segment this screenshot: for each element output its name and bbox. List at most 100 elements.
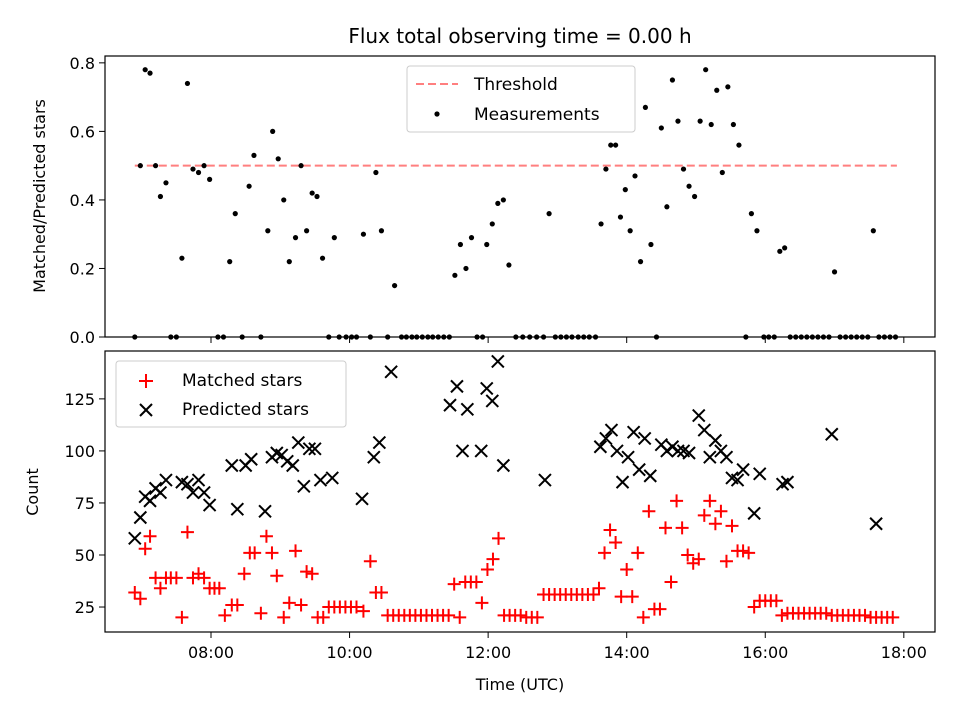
predicted-star-point — [244, 452, 258, 466]
measurement-point — [669, 77, 676, 83]
matched-star-point — [603, 523, 617, 537]
predicted-star-point — [692, 408, 706, 423]
matched-star-point — [270, 569, 284, 583]
predicted-star-point — [697, 423, 711, 437]
matched-star-point — [586, 588, 600, 602]
bottom-x-ticks: 08:00 10:00 12:00 14:00 16:00 18:00 — [188, 632, 927, 662]
bottom-x-tick-label: 10:00 — [327, 643, 373, 662]
measurement-point — [748, 211, 755, 217]
matched-star-point — [636, 610, 650, 624]
predicted-star-point — [367, 450, 381, 464]
measurement-point — [163, 180, 169, 186]
predicted-star-point — [230, 502, 245, 516]
measurement-point — [782, 245, 788, 251]
matched-star-point — [625, 590, 639, 604]
matched-star-point — [175, 610, 189, 624]
measurement-point — [251, 152, 257, 158]
measurement-point — [147, 70, 153, 76]
measurement-point — [457, 241, 464, 248]
measurement-point — [632, 173, 638, 179]
bottom-x-tick-label: 12:00 — [465, 643, 511, 662]
matched-star-point — [453, 610, 467, 624]
measurement-point — [658, 125, 664, 131]
predicted-star-point — [133, 510, 148, 525]
matched-star-point — [736, 544, 750, 558]
matched-star-point — [681, 548, 695, 562]
matched-star-point — [697, 508, 711, 522]
predicted-star-point — [153, 485, 168, 500]
matched-star-point — [719, 554, 733, 568]
matched-star-point — [514, 608, 528, 622]
matched-star-point — [714, 504, 728, 518]
top-y-tick-label: 0.0 — [70, 328, 95, 347]
matched-star-point — [237, 567, 251, 581]
measurement-point — [265, 228, 271, 234]
predicted-star-point — [671, 444, 685, 458]
predicted-star-point — [736, 462, 750, 477]
matched-star-point — [530, 610, 544, 624]
legend-matched-swatch — [139, 374, 153, 388]
measurement-point — [195, 169, 202, 176]
measurement-point — [298, 163, 304, 169]
measurement-point — [546, 211, 552, 217]
matched-star-point — [197, 571, 211, 585]
matched-star-point — [598, 546, 612, 560]
measurement-point — [730, 121, 736, 128]
predicted-star-point — [480, 381, 494, 396]
measurement-point — [617, 214, 624, 220]
matched-star-point — [374, 585, 388, 599]
top-y-tick-label: 0.6 — [70, 122, 95, 141]
measurement-point — [642, 104, 649, 111]
legend-measurements-label: Measurements — [474, 105, 600, 125]
top-y-tick-label: 0.2 — [70, 259, 95, 278]
predicted-star-point — [186, 485, 200, 500]
bottom-y-axis-label: Count — [23, 468, 42, 516]
matched-star-point — [775, 608, 789, 622]
predicted-star-point — [621, 450, 635, 464]
bottom-y-tick-label: 25 — [75, 598, 95, 617]
measurement-point — [373, 169, 379, 176]
measurement-point — [714, 87, 720, 93]
matched-star-point — [133, 592, 147, 606]
matched-star-point — [614, 590, 628, 604]
measurement-point — [697, 118, 703, 124]
measurement-point — [484, 241, 490, 248]
matched-star-point — [670, 494, 684, 508]
bottom-y-tick-label: 50 — [75, 546, 95, 565]
matched-star-point — [218, 608, 232, 622]
matched-star-point — [620, 563, 634, 577]
top-legend-box — [406, 65, 636, 133]
top-y-ticks: 0.0 0.2 0.4 0.6 0.8 — [70, 54, 105, 347]
predicted-star-point — [593, 440, 608, 454]
bottom-axes-frame — [104, 350, 936, 633]
measurement-point — [725, 84, 731, 90]
predicted-star-point — [128, 531, 142, 546]
matched-star-point — [675, 521, 689, 535]
measurement-point — [270, 128, 276, 134]
measurement-point — [207, 176, 213, 182]
matched-star-point — [708, 517, 722, 531]
matched-star-point — [819, 606, 833, 620]
predicted-star-point — [302, 442, 317, 456]
measurement-point — [157, 193, 164, 200]
matched-star-point — [316, 610, 330, 624]
matched-star-point — [692, 552, 706, 566]
predicted-star-point — [308, 442, 322, 456]
measurement-point — [691, 193, 698, 200]
measurement-point — [500, 197, 506, 203]
measurement-point — [314, 193, 320, 200]
legend-matched-label: Matched stars — [182, 371, 302, 391]
bottom-x-tick-label: 14:00 — [604, 643, 650, 662]
predicted-star-point — [610, 444, 624, 458]
measurement-point — [184, 80, 191, 87]
matched-star-point — [703, 494, 717, 508]
matched-star-point — [492, 531, 506, 545]
bottom-y-ticks: 25 50 75 100 125 — [64, 390, 105, 617]
predicted-star-point — [703, 450, 717, 464]
measurement-point — [232, 211, 238, 217]
predicted-star-point — [638, 431, 652, 446]
predicted-star-point — [384, 365, 398, 379]
measurement-point — [360, 231, 367, 237]
matched-star-point — [212, 581, 226, 595]
